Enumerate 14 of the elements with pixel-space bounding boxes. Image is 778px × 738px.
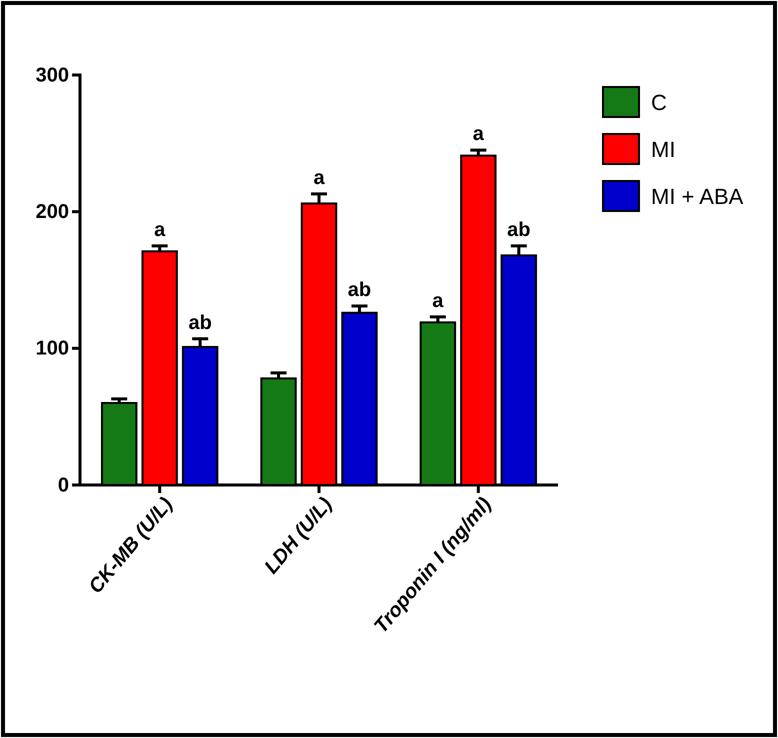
data-label: ab — [188, 312, 212, 334]
y-tick-label: 0 — [58, 474, 69, 496]
legend-label: MI + ABA — [651, 184, 744, 209]
y-tick-label: 200 — [36, 201, 69, 224]
legend-label: MI — [651, 137, 676, 162]
data-label: ab — [348, 278, 372, 301]
y-tick-label: 100 — [36, 338, 69, 360]
data-label: a — [313, 166, 326, 189]
data-label: a — [432, 290, 444, 312]
data-label: ab — [507, 218, 530, 241]
legend-label: C — [651, 90, 667, 115]
data-label: a — [472, 123, 485, 146]
y-tick-label: 300 — [36, 64, 69, 86]
data-label: a — [154, 218, 166, 241]
